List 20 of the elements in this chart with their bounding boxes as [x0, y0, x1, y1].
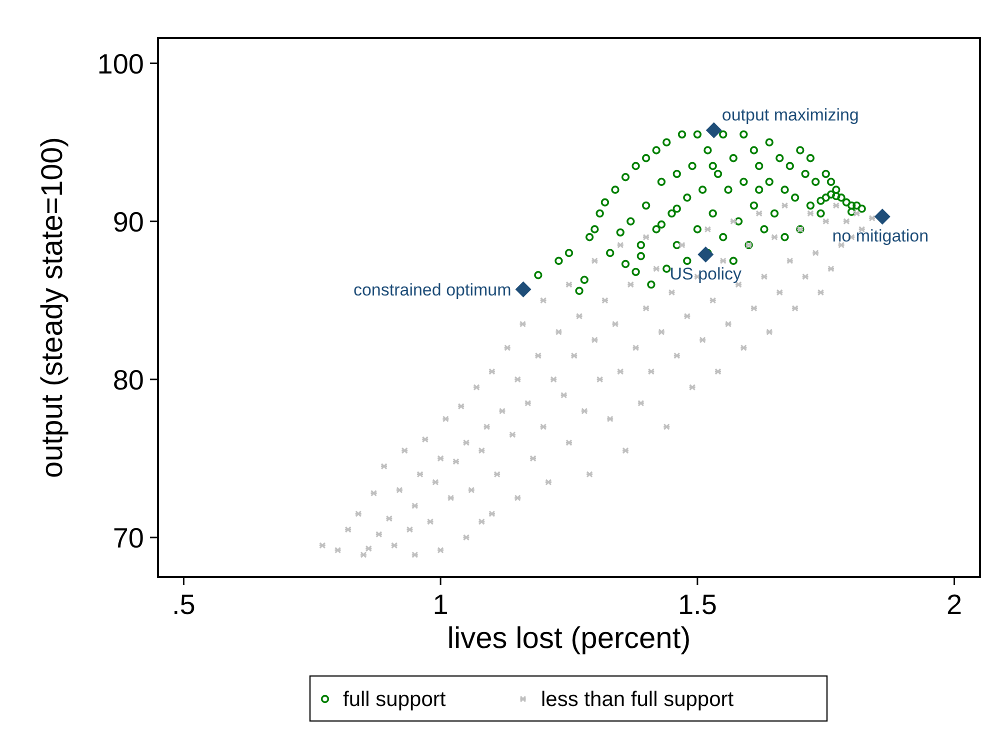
annotation: no mitigation — [832, 226, 929, 246]
x-tick-label: 1.5 — [678, 589, 717, 620]
point — [515, 281, 532, 298]
annotation: output maximizing — [722, 105, 859, 124]
x-tick-label: 2 — [946, 589, 962, 620]
y-axis-title: output (steady state=100) — [36, 136, 69, 478]
y-tick-label: 90 — [112, 206, 144, 238]
point — [698, 246, 714, 263]
annotation: constrained optimum — [353, 280, 512, 300]
point — [874, 208, 890, 225]
annotation: US policy — [670, 264, 742, 284]
legend-label: full support — [343, 688, 446, 711]
y-tick-label: 100 — [97, 48, 144, 80]
y-tick-label: 80 — [112, 364, 144, 396]
legend-label: less than full support — [541, 688, 734, 711]
point — [706, 122, 722, 138]
y-tick-label: 70 — [112, 522, 144, 554]
x-tick-label: .5 — [172, 589, 196, 620]
x-axis-title: lives lost (percent) — [447, 622, 691, 655]
x-tick-label: 1 — [432, 589, 448, 620]
